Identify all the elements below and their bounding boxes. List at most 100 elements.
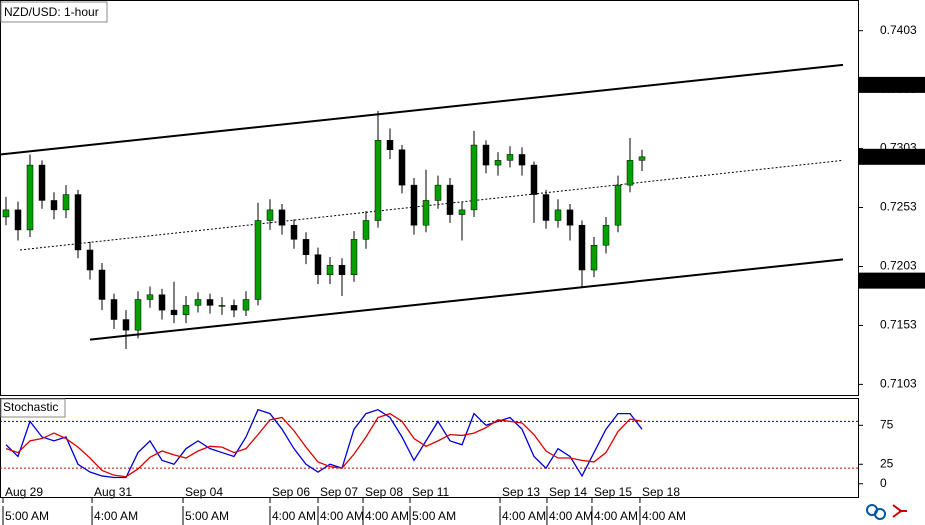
time-label: 4:00 AM xyxy=(502,509,546,523)
candle-body xyxy=(230,305,238,311)
candle-body xyxy=(26,164,34,231)
x-tick-label: Sep 07 xyxy=(320,485,358,499)
candle-body xyxy=(374,140,382,221)
trend-line xyxy=(0,63,844,156)
status-icons[interactable] xyxy=(866,504,907,520)
candle-body xyxy=(638,156,646,161)
indicator-title: Stochastic xyxy=(3,400,58,414)
time-label: 4:00 AM xyxy=(272,509,316,523)
time-label: 4:00 AM xyxy=(642,509,686,523)
candle-body xyxy=(518,154,526,166)
candle-body xyxy=(2,209,10,218)
candle-body xyxy=(614,184,622,226)
candle-body xyxy=(38,164,46,201)
main-panel xyxy=(0,0,859,396)
candle-body xyxy=(254,220,262,300)
stochastic-panel xyxy=(0,398,859,498)
price-mark-label: 0.7191 xyxy=(880,273,917,287)
candle-body xyxy=(338,265,346,275)
y-tick-label: 75 xyxy=(880,417,894,431)
candle-body xyxy=(14,209,22,231)
candle-body xyxy=(350,239,358,275)
x-tick-label: Sep 15 xyxy=(594,485,632,499)
y-tick-label: 0.7103 xyxy=(880,377,917,391)
title-box xyxy=(0,1,108,23)
x-tick-label: Sep 14 xyxy=(549,485,587,499)
candle-body xyxy=(470,144,478,211)
x-tick-label: Sep 06 xyxy=(272,485,310,499)
x-tick-label: Sep 08 xyxy=(365,485,403,499)
candle-body xyxy=(98,269,106,300)
candle-body xyxy=(206,299,214,306)
candle-body xyxy=(626,160,634,186)
candle-body xyxy=(566,209,574,226)
candle-body xyxy=(302,239,310,255)
candle-body xyxy=(326,265,334,275)
price-mark-label: 0.7357 xyxy=(880,77,917,91)
indicator-title-box xyxy=(0,398,66,418)
time-label: 4:00 AM xyxy=(365,509,409,523)
candle-body xyxy=(578,224,586,271)
candle-body xyxy=(110,299,118,320)
candle-body xyxy=(50,200,58,211)
chart-title: NZD/USD: 1-hour xyxy=(4,5,99,19)
candle-body xyxy=(290,224,298,240)
x-tick-label: Sep 18 xyxy=(642,485,680,499)
candle-body xyxy=(362,220,370,240)
candle-body xyxy=(554,209,562,221)
plot-layer: 0.71030.71530.72030.72530.73030.73530.74… xyxy=(0,23,925,525)
candle-body xyxy=(494,160,502,166)
price-mark-box xyxy=(859,76,925,93)
x-tick-label: Aug 31 xyxy=(94,485,132,499)
y-tick-label: 0 xyxy=(880,476,887,490)
candle-body xyxy=(218,305,226,307)
time-label: 4:00 AM xyxy=(320,509,364,523)
y-tick-label: 25 xyxy=(880,456,894,470)
stochastic-line xyxy=(5,408,643,479)
time-label: 4:00 AM xyxy=(549,509,593,523)
candle-body xyxy=(182,305,190,316)
price-mark-box xyxy=(859,148,925,165)
candle-body xyxy=(602,224,610,246)
candle-body xyxy=(266,209,274,221)
candle-body xyxy=(62,194,70,211)
connection-icon[interactable] xyxy=(874,508,886,520)
candle-body xyxy=(398,149,406,186)
y-tick-label: 0.7153 xyxy=(880,318,917,332)
price-mark-box xyxy=(859,272,925,289)
candle-body xyxy=(134,299,142,331)
candle-body xyxy=(530,164,538,195)
candle-body xyxy=(434,184,442,201)
y-tick-label: 0.7203 xyxy=(880,259,917,273)
candle-body xyxy=(242,299,250,311)
candle-body xyxy=(422,200,430,226)
arrow-icon[interactable] xyxy=(892,504,907,518)
time-label: 5:00 AM xyxy=(5,509,49,523)
candle-body xyxy=(122,319,130,331)
candle-body xyxy=(590,245,598,271)
y-tick-label: 0.7253 xyxy=(880,200,917,214)
x-tick-label: Sep 13 xyxy=(502,485,540,499)
candle-body xyxy=(86,249,94,271)
candle-body xyxy=(482,144,490,166)
x-tick-label: Sep 11 xyxy=(412,485,449,499)
candle-body xyxy=(158,294,166,311)
stochastic-line xyxy=(5,412,643,478)
x-tick-label: Sep 04 xyxy=(185,485,223,499)
candle-body xyxy=(446,184,454,215)
trend-line xyxy=(89,258,844,341)
candle-body xyxy=(278,209,286,226)
candle-body xyxy=(506,154,514,161)
y-tick-label: 0.7403 xyxy=(880,23,917,37)
candle-body xyxy=(314,254,322,275)
trend-line xyxy=(19,159,844,251)
time-label: 5:00 AM xyxy=(412,509,456,523)
candle-body xyxy=(146,294,154,300)
candle-body xyxy=(458,209,466,215)
candle-body xyxy=(542,194,550,221)
candle-body xyxy=(74,194,82,251)
candle-body xyxy=(410,184,418,226)
price-mark-label: 0.7296 xyxy=(880,149,917,163)
